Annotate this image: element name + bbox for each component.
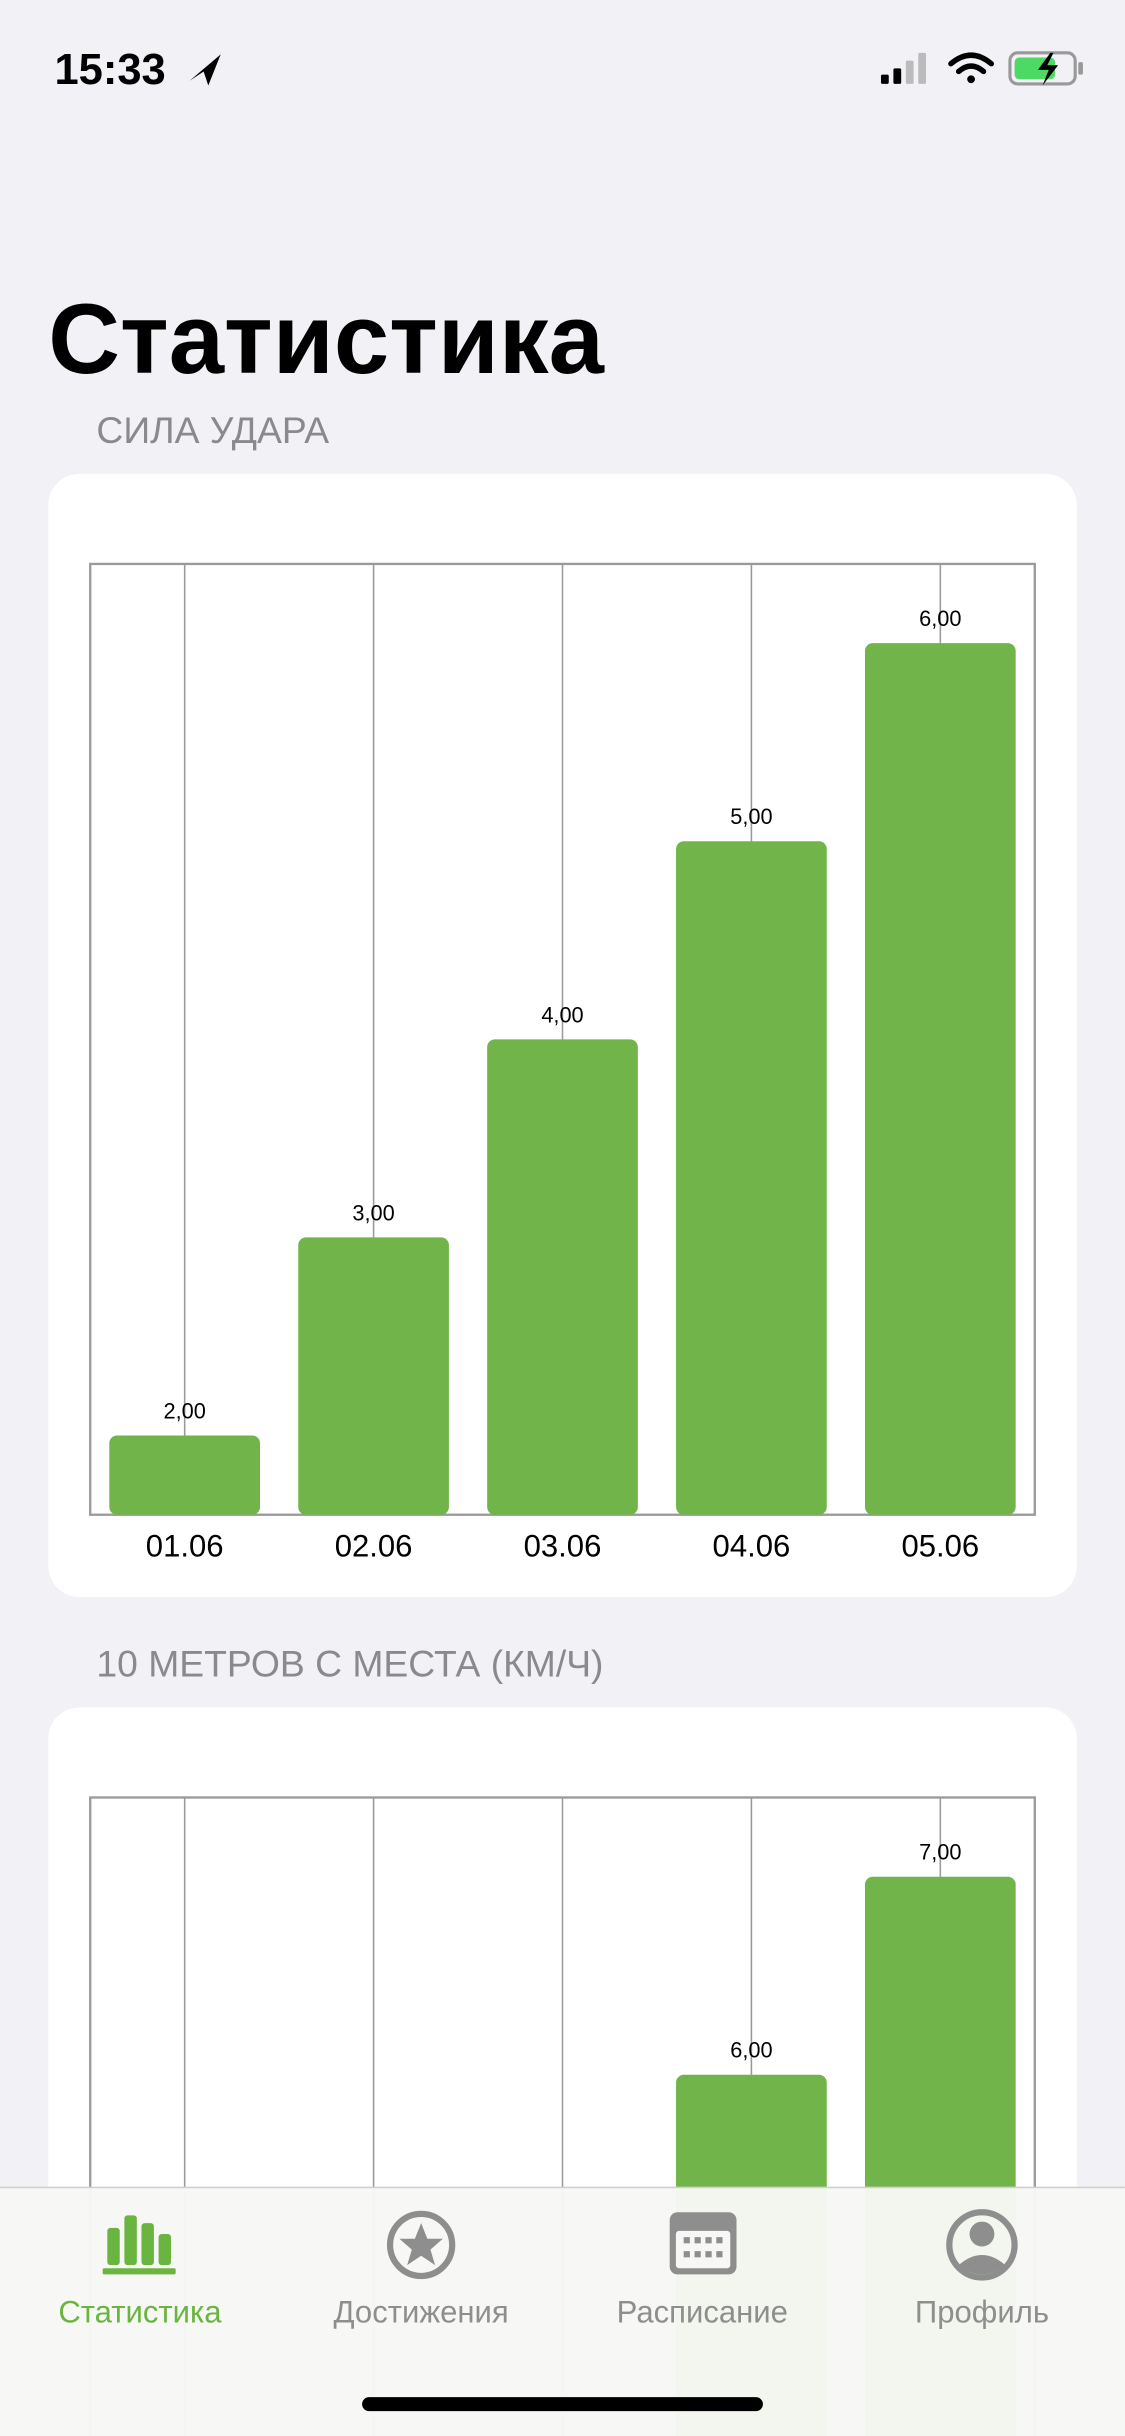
bar (109, 1435, 261, 1515)
value-label: 6,00 (730, 2038, 772, 2063)
tab-label[interactable]: Статистика (58, 2295, 222, 2330)
tab-icon-stats[interactable] (102, 2215, 176, 2275)
charts: СИЛА УДАРА 01.06 02.06 03.06 04.06 05.06 2,00 3… (48, 409, 1077, 2436)
tab-labels: Статистика Достижения Расписание Профиль (58, 2295, 1049, 2330)
tab-icon-profile[interactable] (946, 2209, 1018, 2281)
page-title: Статистика (48, 284, 604, 395)
tab-label[interactable]: Достижения (334, 2295, 509, 2330)
wifi-icon (948, 52, 995, 84)
value-label: 5,00 (730, 804, 772, 829)
tab-icon-achievements[interactable] (386, 2210, 456, 2280)
location-icon (189, 54, 221, 86)
tab-icon-schedule[interactable] (669, 2212, 737, 2275)
value-label: 6,00 (919, 606, 961, 631)
value-label: 2,00 (163, 1398, 205, 1423)
tab-label[interactable]: Расписание (617, 2295, 788, 2330)
x-tick-label: 04.06 (713, 1529, 791, 1564)
bar (487, 1039, 638, 1515)
bar (298, 1237, 449, 1515)
section-title: 10 МЕТРОВ С МЕСТА (КМ/Ч) (96, 1642, 603, 1684)
value-label: 4,00 (541, 1002, 583, 1027)
chart: СИЛА УДАРА 01.06 02.06 03.06 04.06 05.06 2,00 3… (48, 409, 1077, 1598)
tab-bar (0, 2186, 1125, 2436)
bar (864, 643, 1016, 1515)
battery-icon (1008, 51, 1083, 86)
value-label: 3,00 (352, 1200, 394, 1225)
x-tick-label: 03.06 (524, 1529, 602, 1564)
x-tick-label: 01.06 (146, 1529, 224, 1564)
home-indicator (362, 2397, 763, 2412)
x-tick-label: 05.06 (901, 1529, 979, 1564)
signal-icon (880, 52, 927, 84)
status-time: 15:33 (54, 46, 165, 94)
x-tick-label: 02.06 (335, 1529, 413, 1564)
section-title: СИЛА УДАРА (96, 409, 329, 451)
bar (676, 841, 827, 1515)
value-label: 7,00 (919, 1840, 961, 1865)
tab-label[interactable]: Профиль (915, 2295, 1049, 2330)
